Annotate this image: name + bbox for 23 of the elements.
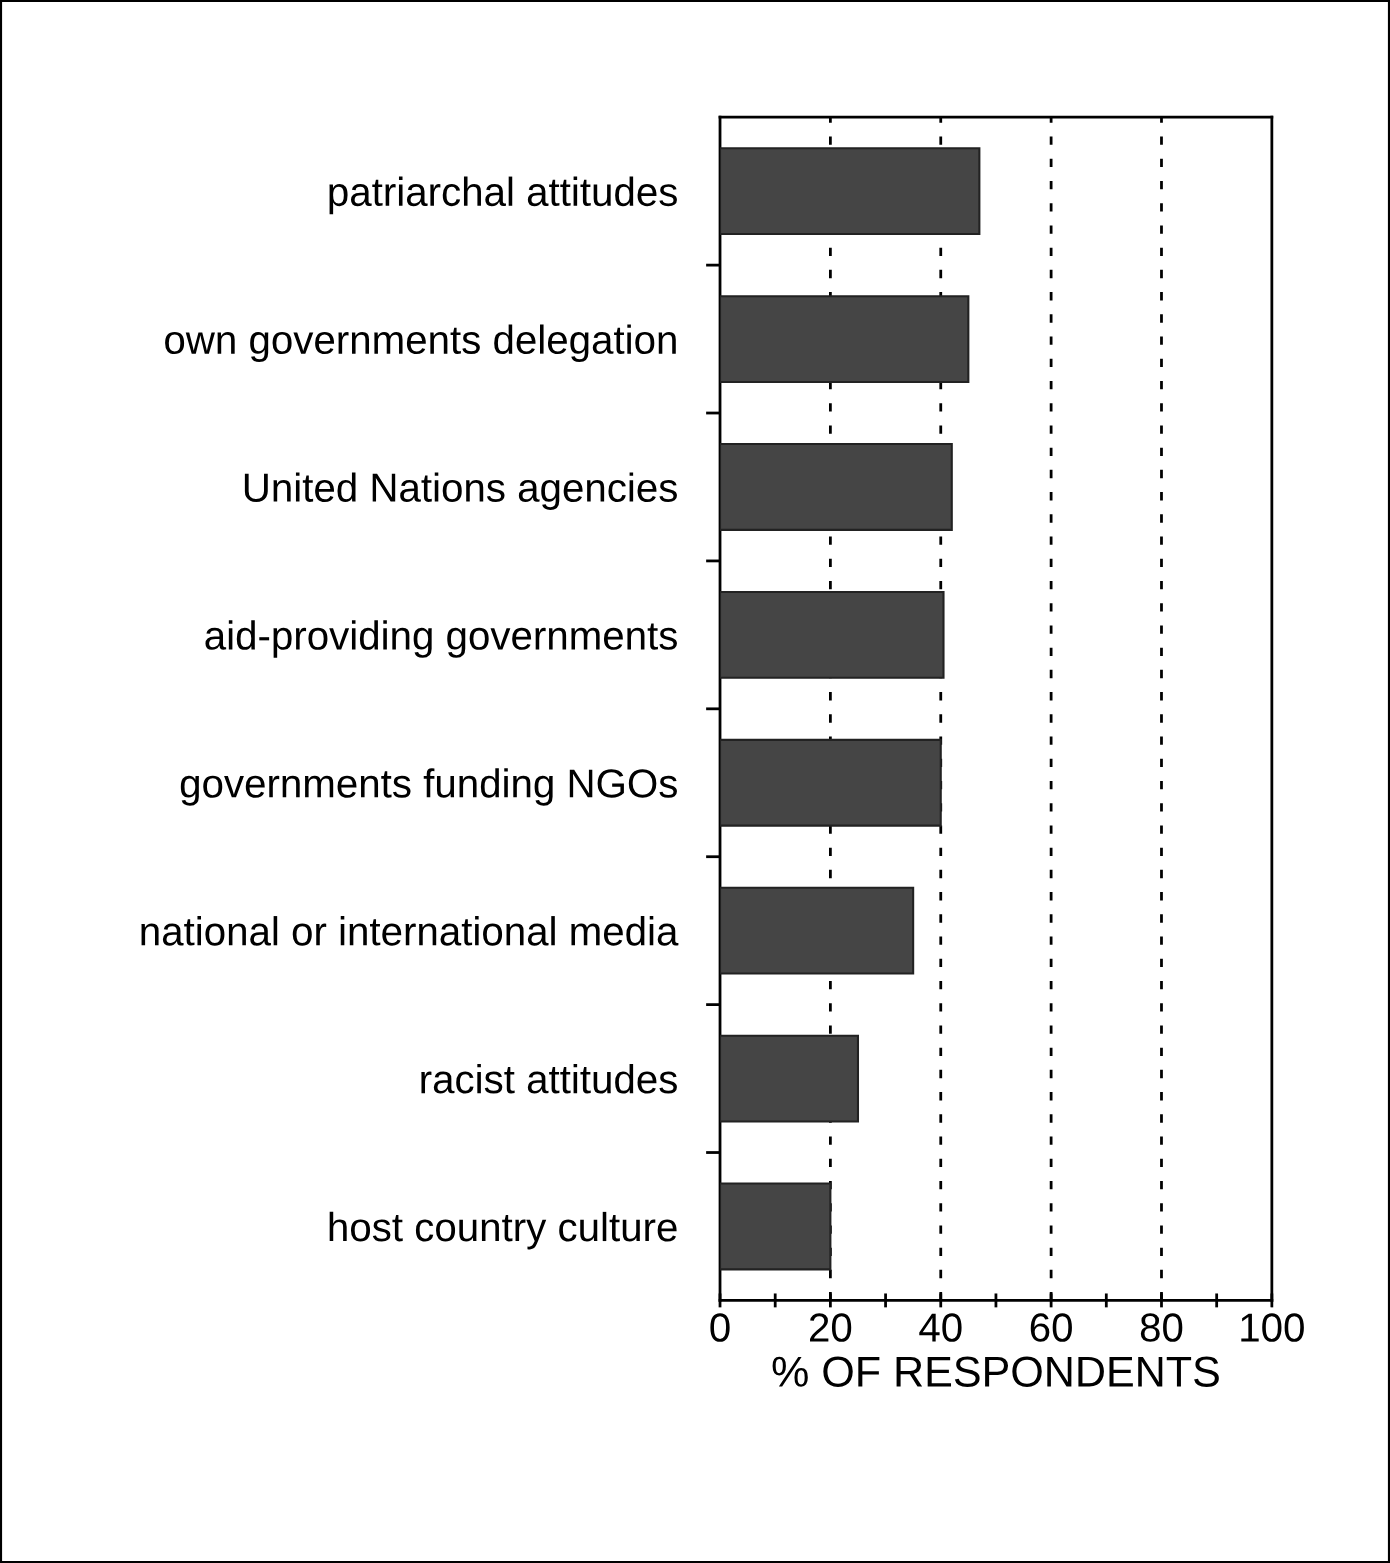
- y-tick-label: racist attitudes: [421, 1063, 677, 1094]
- y-tick-label: national or international media: [141, 916, 679, 946]
- bar: [720, 1182, 832, 1271]
- x-axis-title: % OF RESPONDENTS: [772, 1356, 1219, 1387]
- y-tick-label: United Nations agencies: [244, 472, 677, 510]
- x-tick-label: 0: [710, 1313, 730, 1342]
- y-tick-label: patriarchal attitudes: [329, 176, 677, 215]
- bar: [720, 886, 915, 975]
- y-tick-label: governments funding NGOs: [180, 768, 677, 806]
- bar: [720, 738, 942, 827]
- x-tick-label: 20: [810, 1313, 852, 1342]
- y-tick-label: host country culture: [329, 1211, 677, 1250]
- bar: [720, 443, 953, 531]
- x-tick-label: 40: [919, 1313, 962, 1342]
- y-tick-label: aid-providing governments: [205, 620, 677, 658]
- bar: [720, 1034, 860, 1123]
- x-tick-label: 80: [1140, 1313, 1183, 1342]
- y-tick-label: own governments delegation: [165, 324, 676, 363]
- bar: [720, 295, 970, 383]
- x-tick-label: 100: [1241, 1313, 1304, 1342]
- x-tick-label: 60: [1030, 1313, 1072, 1342]
- bar: [720, 590, 945, 679]
- bar: [720, 147, 981, 236]
